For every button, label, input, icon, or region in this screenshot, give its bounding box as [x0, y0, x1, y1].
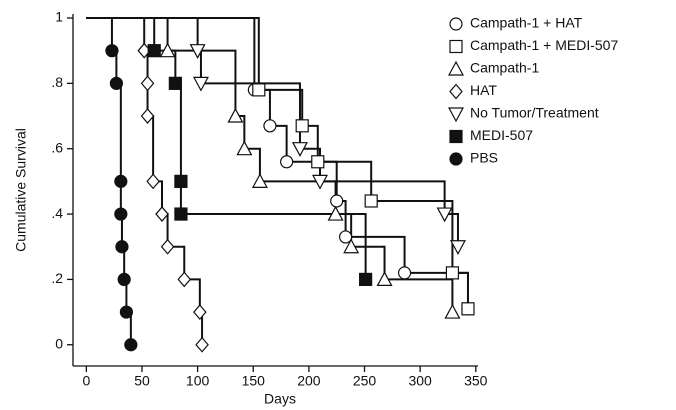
data-marker: [252, 83, 266, 97]
y-tick-label: .8: [51, 74, 63, 90]
data-marker: [140, 108, 155, 124]
data-marker: [436, 207, 453, 223]
data-marker: [119, 305, 134, 319]
x-tick-label: 200: [297, 373, 321, 389]
data-marker: [280, 155, 294, 169]
data-marker: [330, 194, 344, 208]
data-marker: [159, 42, 176, 58]
data-marker: [251, 173, 268, 188]
legend-marker: [449, 83, 463, 100]
y-tick-label: 1: [55, 9, 63, 25]
data-marker: [114, 174, 128, 188]
data-marker: [359, 272, 373, 287]
x-tick-label: 300: [408, 373, 432, 389]
survival-curve: [86, 17, 469, 309]
data-marker: [376, 271, 393, 287]
data-marker: [117, 272, 131, 287]
data-marker: [146, 173, 160, 190]
data-marker: [140, 75, 155, 92]
data-marker: [327, 205, 344, 221]
legend-label: Campath-1: [470, 60, 539, 76]
data-marker: [236, 140, 253, 156]
data-marker: [295, 119, 309, 133]
data-marker: [189, 44, 206, 59]
legend-marker: [447, 60, 465, 76]
legend-label: No Tumor/Treatment: [470, 105, 599, 121]
data-marker: [227, 107, 244, 123]
data-marker: [449, 240, 466, 255]
data-marker: [124, 338, 138, 352]
data-marker: [177, 271, 192, 288]
data-marker: [311, 155, 325, 169]
data-marker: [397, 266, 412, 280]
legend-marker: [449, 39, 463, 54]
survival-curve: [86, 17, 469, 309]
data-marker: [461, 302, 475, 316]
data-marker: [445, 266, 460, 280]
data-marker: [291, 142, 308, 157]
data-marker: [364, 194, 378, 208]
legend-marker: [449, 152, 463, 166]
x-tick-label: 0: [82, 373, 90, 389]
data-marker: [147, 44, 161, 58]
legend-label: HAT: [470, 82, 497, 98]
data-marker: [105, 44, 119, 58]
x-tick-label: 100: [186, 373, 210, 389]
legend-label: MEDI-507: [470, 127, 533, 143]
x-tick-label: 350: [464, 373, 488, 389]
data-marker: [174, 174, 188, 188]
y-tick-label: .6: [51, 139, 63, 155]
data-marker: [155, 206, 169, 222]
data-marker: [263, 119, 277, 133]
legend-marker: [447, 107, 465, 123]
data-marker: [338, 230, 353, 244]
data-marker: [115, 240, 129, 254]
legend-label: Campath-1 + MEDI-507: [470, 37, 618, 53]
legend-marker: [449, 129, 463, 144]
y-axis-label: Cumulative Survival: [13, 128, 29, 252]
x-tick-label: 150: [242, 373, 266, 389]
data-marker: [168, 76, 182, 90]
data-marker: [160, 238, 175, 255]
data-marker: [444, 303, 461, 319]
survival-curve: [86, 17, 454, 313]
data-marker: [114, 207, 128, 221]
data-marker: [195, 336, 209, 353]
x-tick-label: 250: [353, 373, 377, 389]
survival-curve: [86, 17, 367, 280]
x-tick-label: 50: [134, 373, 150, 389]
data-marker: [193, 304, 207, 321]
data-marker: [312, 174, 329, 190]
y-tick-label: .4: [51, 205, 63, 221]
data-marker: [343, 238, 360, 254]
data-marker: [174, 207, 188, 221]
legend-marker: [449, 17, 463, 31]
data-marker: [192, 76, 209, 92]
legend-label: PBS: [470, 150, 498, 166]
data-marker: [109, 76, 123, 90]
x-axis-label: Days: [264, 391, 296, 407]
y-tick-label: 0: [55, 335, 63, 351]
y-tick-label: .2: [51, 270, 63, 286]
legend-label: Campath-1 + HAT: [470, 15, 583, 31]
